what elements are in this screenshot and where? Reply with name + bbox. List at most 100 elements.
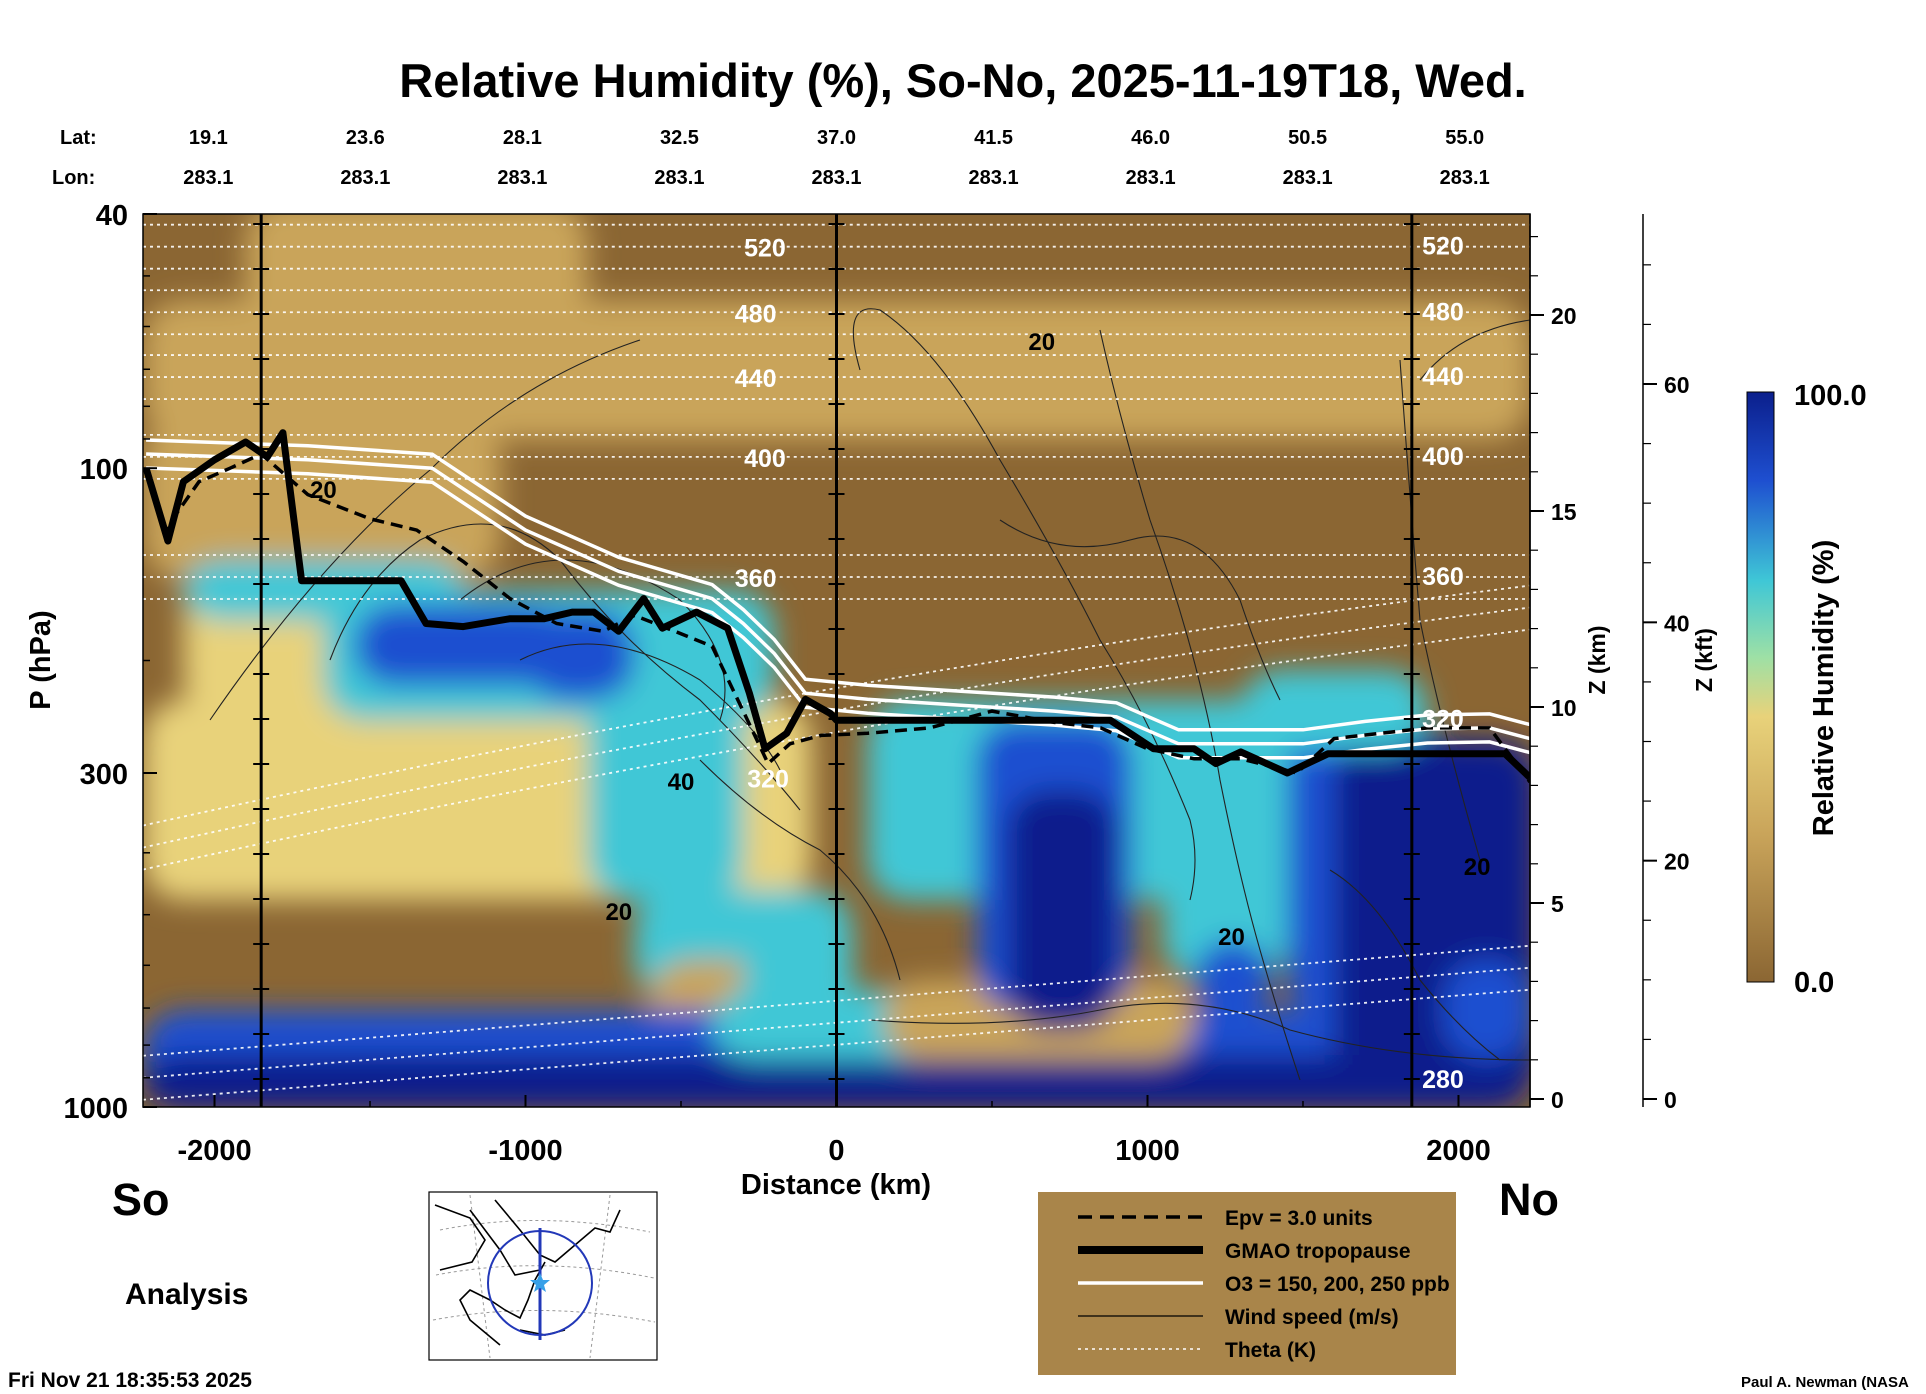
theta-labels: 520 520 480 480 440 440 400 400 360 360 320 320 280 <box>735 233 1464 1094</box>
analysis-label: Analysis <box>125 1278 248 1311</box>
legend-label: Wind speed (m/s) <box>1225 1306 1399 1329</box>
rh-patch <box>587 690 744 900</box>
theta-label-right: 360 <box>1422 563 1464 591</box>
z-km-axis: 0 5 10 15 20 <box>1529 214 1577 1113</box>
theta-label-right: 520 <box>1422 233 1464 261</box>
wind-contour <box>1329 869 1501 1061</box>
x-axis-label: Distance (km) <box>741 1169 931 1201</box>
theta-label: 320 <box>747 766 789 794</box>
lat-value: 28.1 <box>503 127 542 149</box>
x-axis: -2000 -1000 0 1000 2000 <box>177 1095 1491 1167</box>
wind-contour <box>852 308 1196 901</box>
colorbar-max-label: 100.0 <box>1794 380 1867 412</box>
wind-contour <box>999 519 1281 701</box>
wind-speed-contours <box>209 308 1530 1081</box>
rh-patch <box>354 605 573 685</box>
wind-contour <box>1399 359 1481 861</box>
lat-value: 19.1 <box>189 127 228 149</box>
rh-patch <box>1163 720 1288 980</box>
x-tick-label: -2000 <box>177 1135 251 1167</box>
wind-contour <box>209 339 641 721</box>
x-tick-label: 1000 <box>1115 1135 1180 1167</box>
lat-value: 46.0 <box>1131 127 1170 149</box>
star-icon <box>530 1273 550 1292</box>
lat-header-label: Lat: <box>60 127 97 149</box>
colorbar-label: Relative Humidity (%) <box>1808 540 1840 837</box>
rh-patch <box>1194 940 1272 1020</box>
z-km-tick-label: 15 <box>1551 499 1577 525</box>
theta-line <box>143 584 1530 827</box>
lat-value: 55.0 <box>1445 127 1484 149</box>
legend: Epv = 3.0 units GMAO tropopause O3 = 150, … <box>1038 1192 1456 1375</box>
lat-value: 23.6 <box>346 127 385 149</box>
legend-label: Theta (K) <box>1225 1339 1316 1362</box>
rh-patch <box>1442 960 1530 1060</box>
x-tick-label: 0 <box>828 1135 844 1167</box>
theta-label: 360 <box>735 565 777 593</box>
wind-contour <box>1419 319 1530 381</box>
y-axis-label: P (hPa) <box>25 610 57 709</box>
vertical-markers <box>253 214 1420 1107</box>
wind-label: 20 <box>1218 924 1245 951</box>
chart-title: Relative Humidity (%), So-No, 2025-11-19… <box>399 54 1526 107</box>
theta-label-right: 480 <box>1422 298 1464 326</box>
theta-label-right: 400 <box>1422 443 1464 471</box>
legend-label: Epv = 3.0 units <box>1225 1207 1373 1230</box>
z-km-tick-label: 10 <box>1551 695 1577 721</box>
wind-label: 20 <box>310 477 337 504</box>
rh-patch <box>525 610 635 700</box>
coastline-icon <box>434 1199 621 1346</box>
wind-label: 40 <box>668 769 695 796</box>
tropopause-path <box>143 429 1530 781</box>
lon-value: 283.1 <box>1440 167 1490 189</box>
p-tick-label: 100 <box>80 454 128 486</box>
tropopause-line <box>143 429 1530 781</box>
p-tick-label: 40 <box>96 200 128 232</box>
z-kft-axis-label: Z (kft) <box>1691 628 1717 692</box>
z-km-tick-label: 0 <box>1551 1087 1564 1113</box>
x-tick-label: -1000 <box>488 1135 562 1167</box>
theta-label: 520 <box>744 235 786 263</box>
z-kft-tick-label: 60 <box>1664 372 1690 398</box>
lon-value: 283.1 <box>969 167 1019 189</box>
lat-value: 50.5 <box>1288 127 1327 149</box>
lon-value: 283.1 <box>654 167 704 189</box>
x-tick-label: 2000 <box>1426 1135 1491 1167</box>
lon-header-label: Lon: <box>52 167 95 189</box>
z-kft-tick-label: 0 <box>1664 1087 1677 1113</box>
z-kft-axis: 0 20 40 60 <box>1642 214 1690 1113</box>
lon-value: 283.1 <box>1283 167 1333 189</box>
pressure-axis: 40 100 300 1000 <box>63 200 157 1125</box>
rh-patch <box>245 214 588 340</box>
credit-text: Paul A. Newman (NASA <box>1741 1374 1909 1391</box>
wind-contour <box>869 1002 1530 1061</box>
theta-label-right: 440 <box>1422 363 1464 391</box>
legend-label: O3 = 150, 200, 250 ppb <box>1225 1273 1450 1296</box>
timestamp: Fri Nov 21 18:35:53 2025 <box>8 1369 252 1392</box>
theta-line <box>143 606 1530 849</box>
rh-patch <box>1007 790 1117 1030</box>
colorbar <box>1746 391 1775 983</box>
lat-value: 32.5 <box>660 127 699 149</box>
z-km-tick-label: 20 <box>1551 303 1577 329</box>
lat-value: 37.0 <box>817 127 856 149</box>
theta-label: 280 <box>1422 1066 1464 1094</box>
wind-label: 20 <box>605 899 632 926</box>
z-kft-tick-label: 40 <box>1664 610 1690 636</box>
endpoint-south: So <box>112 1174 170 1225</box>
z-km-tick-label: 5 <box>1551 891 1564 917</box>
p-tick-label: 300 <box>80 759 128 791</box>
wind-contour <box>1099 329 1301 1081</box>
colorbar-min-label: 0.0 <box>1794 967 1834 999</box>
lat-value: 41.5 <box>974 127 1013 149</box>
wind-labels: 20 20 40 20 20 20 <box>310 329 1490 951</box>
wind-label: 20 <box>1028 329 1055 356</box>
lon-value: 283.1 <box>340 167 390 189</box>
z-km-axis-label: Z (km) <box>1584 626 1610 695</box>
endpoint-north: No <box>1499 1174 1559 1225</box>
lon-value: 283.1 <box>497 167 547 189</box>
lon-value: 283.1 <box>811 167 861 189</box>
theta-label: 480 <box>735 300 777 328</box>
